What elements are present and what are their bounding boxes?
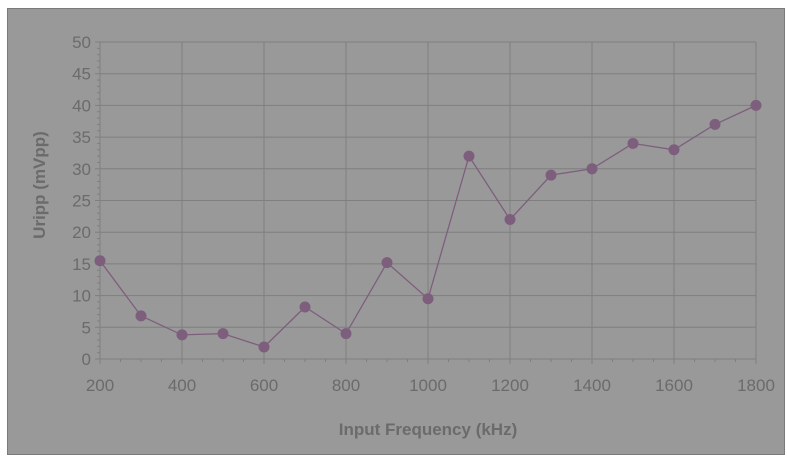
y-tick-label: 30 bbox=[72, 160, 91, 179]
x-tick-label: 1400 bbox=[573, 376, 611, 395]
y-tick-label: 40 bbox=[72, 96, 91, 115]
data-point bbox=[709, 118, 721, 130]
y-tick-label: 45 bbox=[72, 65, 91, 84]
series-uripp bbox=[94, 99, 762, 353]
data-point bbox=[545, 169, 557, 181]
x-tick-label: 1000 bbox=[409, 376, 447, 395]
x-tick-label: 400 bbox=[168, 376, 196, 395]
data-point bbox=[504, 214, 516, 226]
data-point bbox=[422, 293, 434, 305]
x-tick-label: 1800 bbox=[737, 376, 775, 395]
x-tick-label: 800 bbox=[332, 376, 360, 395]
data-point bbox=[258, 341, 270, 353]
data-point bbox=[463, 150, 475, 162]
line-chart: 0 5 10 15 20 25 30 35 40 45 50 200 400 600 800 1000 120… bbox=[30, 33, 775, 439]
y-tick-label: 25 bbox=[72, 192, 91, 211]
x-axis-tick-labels: 200 400 600 800 1000 1200 1400 1600 1800 bbox=[86, 376, 775, 395]
y-tick-label: 5 bbox=[82, 318, 91, 337]
y-axis-tick-labels: 0 5 10 15 20 25 30 35 40 45 50 bbox=[72, 33, 91, 369]
chart-frame: 0 5 10 15 20 25 30 35 40 45 50 200 400 600 800 1000 120… bbox=[7, 8, 785, 455]
x-tick-label: 200 bbox=[86, 376, 114, 395]
gridlines bbox=[99, 41, 757, 360]
y-tick-label: 20 bbox=[72, 223, 91, 242]
y-tick-label: 35 bbox=[72, 128, 91, 147]
data-point bbox=[627, 137, 639, 149]
y-tick-label: 0 bbox=[82, 350, 91, 369]
data-point bbox=[750, 99, 762, 111]
data-point bbox=[668, 144, 680, 156]
data-point bbox=[381, 257, 393, 269]
x-tick-label: 1600 bbox=[655, 376, 693, 395]
x-tick-label: 1200 bbox=[491, 376, 529, 395]
data-point bbox=[217, 328, 229, 340]
x-axis-title: Input Frequency (kHz) bbox=[339, 420, 518, 439]
y-axis-title: Uripp (mVpp) bbox=[30, 131, 49, 239]
data-point bbox=[299, 301, 311, 313]
data-point bbox=[94, 255, 106, 267]
axes bbox=[95, 41, 757, 364]
y-tick-label: 10 bbox=[72, 287, 91, 306]
data-point bbox=[340, 328, 352, 340]
x-tick-label: 600 bbox=[250, 376, 278, 395]
y-tick-label: 15 bbox=[72, 255, 91, 274]
y-tick-label: 50 bbox=[72, 33, 91, 52]
data-point bbox=[176, 329, 188, 341]
data-point bbox=[135, 310, 147, 322]
data-point bbox=[586, 163, 598, 175]
